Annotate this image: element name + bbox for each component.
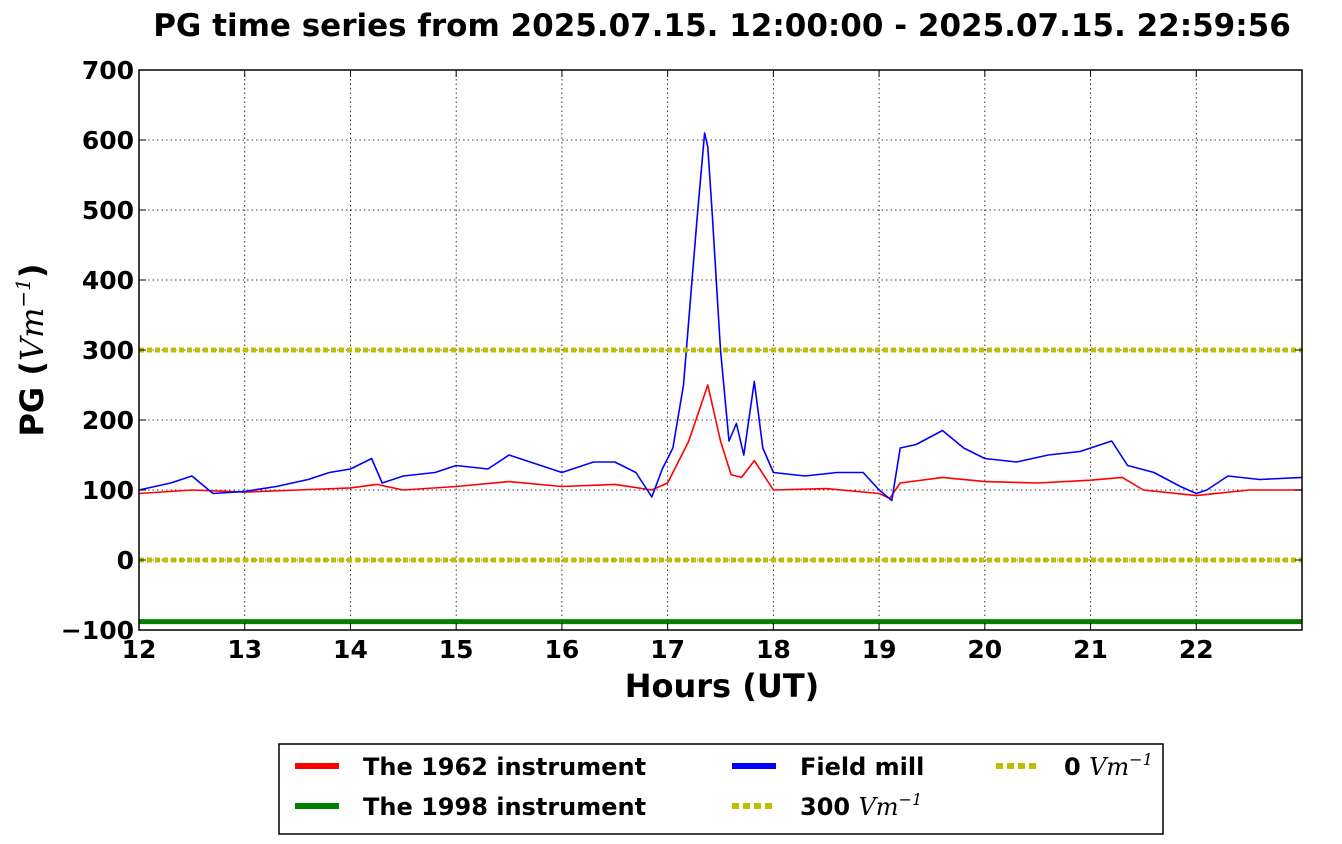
x-tick-label: 21: [1073, 635, 1108, 664]
y-axis-label-unit-exponent: −1: [11, 278, 35, 307]
legend-label-unit: Vm: [858, 793, 898, 821]
y-axis-label-prefix: PG (: [13, 361, 51, 436]
y-tick-label: 100: [82, 476, 134, 505]
y-tick-label: 200: [82, 406, 134, 435]
x-tick-label: 12: [122, 635, 157, 664]
x-tick-label: 15: [439, 635, 474, 664]
x-tick-label: 16: [545, 635, 580, 664]
y-tick-label: 600: [82, 126, 134, 155]
x-tick-label: 14: [333, 635, 368, 664]
legend: The 1962 instrument The 1998 instrument Fi…: [278, 743, 1164, 835]
series-line-3: [138, 132, 1303, 502]
x-tick-label: 22: [1179, 635, 1214, 664]
x-tick-label: 18: [756, 635, 791, 664]
ticks: [138, 69, 1302, 631]
x-tick-label: 13: [227, 635, 262, 664]
y-axis-label-suffix: ): [13, 263, 51, 278]
x-tick-label: 20: [967, 635, 1002, 664]
x-tick-label: 17: [650, 635, 685, 664]
legend-label: 300 Vm−1: [800, 790, 922, 821]
y-tick-label: 300: [82, 336, 134, 365]
y-tick-label: 0: [117, 546, 134, 575]
legend-label: 0 Vm−1: [1064, 750, 1153, 781]
legend-label: The 1998 instrument: [363, 793, 646, 821]
legend-label-unit-exponent: −1: [899, 790, 923, 809]
legend-label: The 1962 instrument: [363, 753, 646, 781]
legend-label-unit-exponent: −1: [1129, 750, 1153, 769]
legend-label: Field mill: [800, 753, 924, 781]
y-tick-label: 700: [82, 56, 134, 85]
y-tick-label: 400: [82, 266, 134, 295]
chart-title: PG time series from 2025.07.15. 12:00:00…: [153, 8, 1291, 44]
legend-label-value: 300: [800, 793, 858, 821]
series-layer: [138, 132, 1303, 625]
x-axis-label: Hours (UT): [625, 667, 820, 705]
legend-label-unit: Vm: [1089, 753, 1129, 781]
x-tick-labels: 12 13 14 15 16 17 18 19 20 21 22: [122, 635, 1214, 664]
y-tick-label: 500: [82, 196, 134, 225]
legend-frame: [278, 743, 1164, 835]
y-axis-label: PG (Vm−1): [11, 263, 51, 436]
y-tick-label: −100: [61, 616, 134, 645]
y-axis-label-unit: Vm: [13, 308, 51, 361]
x-tick-label: 19: [862, 635, 897, 664]
y-tick-labels: −100 0 100 200 300 400 500 600 700: [61, 56, 134, 645]
legend-label-value: 0: [1064, 753, 1089, 781]
series-line-1: [138, 384, 1302, 500]
